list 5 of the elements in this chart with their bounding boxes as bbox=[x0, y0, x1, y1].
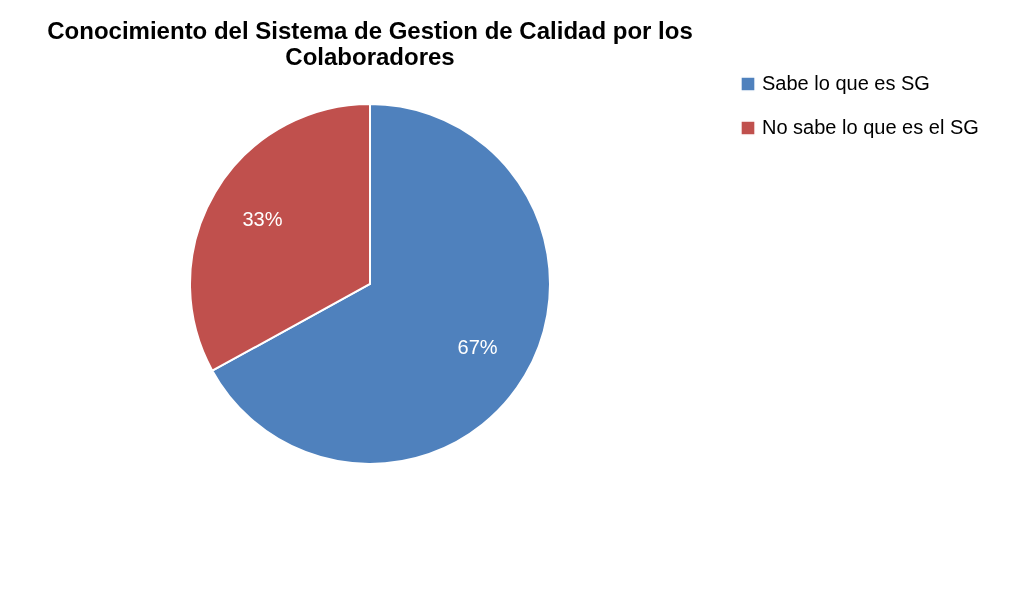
data-label: 33% bbox=[242, 208, 283, 231]
legend-label: No sabe lo que es el SG bbox=[762, 116, 979, 138]
legend-label: Sabe lo que es SG bbox=[762, 72, 930, 94]
chart-title: Conocimiento del Sistema de Gestion de Calidad por los Colaboradores bbox=[47, 17, 693, 70]
data-label: 67% bbox=[457, 335, 498, 358]
